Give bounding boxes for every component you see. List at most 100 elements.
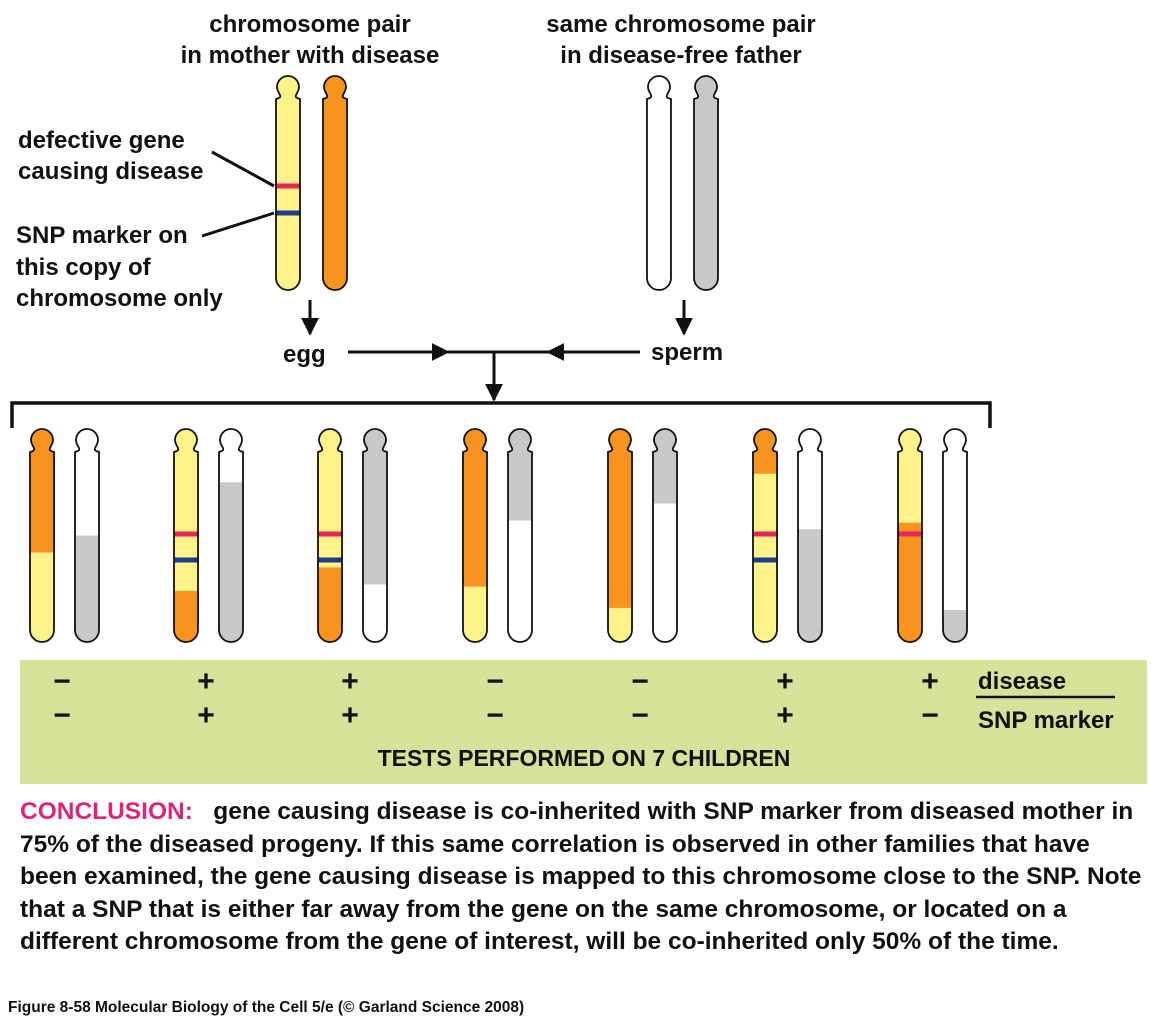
child-1-snp-result: −	[53, 699, 71, 732]
child-5-maternal-chromosome	[607, 428, 633, 643]
snp-marker-label-line-3: chromosome only	[16, 285, 223, 312]
child-1-disease-result: −	[53, 665, 71, 698]
mother-chromosome-copy-2	[322, 75, 348, 291]
chromosome-segment-yellow	[898, 429, 922, 524]
child-7-disease-result: +	[921, 665, 939, 698]
chromosome-segment-yellow	[463, 586, 487, 642]
child-4-disease-result: −	[486, 665, 504, 698]
chromosome-segment-white	[653, 503, 677, 642]
child-5-paternal-chromosome	[652, 428, 678, 643]
defective-gene-label-line-1: defective gene	[18, 127, 185, 154]
child-6-disease-result: +	[776, 665, 794, 698]
chromosome-segment-gray	[943, 610, 967, 642]
chromosome-outline	[173, 428, 199, 643]
chromosome-segment-yellow	[30, 552, 54, 642]
child-1-maternal-chromosome	[29, 428, 55, 643]
chromosome-segment-white	[219, 429, 243, 484]
child-7-snp-result: −	[921, 699, 939, 732]
father-chromosome-copy-1	[646, 75, 672, 291]
child-1-paternal-chromosome	[74, 428, 100, 643]
chromosome-segment-white	[75, 429, 99, 537]
chromosome-outline	[797, 428, 823, 643]
chromosome-segment-gray	[798, 529, 822, 642]
chromosome-outline	[693, 75, 719, 291]
child-2-paternal-chromosome	[218, 428, 244, 643]
chromosome-segment-gray	[75, 535, 99, 642]
chromosome-outline	[317, 428, 343, 643]
chromosome-outline	[507, 428, 533, 643]
chromosome-outline	[752, 428, 778, 643]
child-2-snp-result: +	[197, 699, 215, 732]
disease-gene-band	[318, 531, 342, 537]
egg-label: egg	[283, 341, 326, 368]
chromosome-segment-gray	[694, 76, 718, 290]
children-bracket	[10, 401, 992, 428]
children-chromosomes	[29, 428, 968, 643]
chromosome-outline	[362, 428, 388, 643]
child-3-maternal-chromosome	[317, 428, 343, 643]
child-5-disease-result: −	[631, 665, 649, 698]
chromosome-outline	[646, 75, 672, 291]
inheritance-diagram: chromosome pair in mother with disease s…	[10, 11, 1147, 784]
chromosome-outline	[652, 428, 678, 643]
father-heading-line-1: same chromosome pair	[546, 11, 815, 38]
disease-gene-band	[174, 531, 198, 537]
results-panel	[20, 660, 1147, 784]
snp-marker-label-line-1: SNP marker on	[16, 222, 188, 249]
chromosome-segment-white	[798, 429, 822, 531]
chromosome-segment-white	[647, 76, 671, 290]
father-chromosome-copy-2	[693, 75, 719, 291]
snp-marker-band	[318, 557, 342, 563]
snp-marker-label-line-2: this copy of	[16, 254, 152, 281]
chromosome-outline	[607, 428, 633, 643]
child-6-snp-result: +	[776, 699, 794, 732]
chromosome-segment-white	[363, 584, 387, 642]
snp-marker-band	[753, 557, 777, 563]
figure-caption: Figure 8-58 Molecular Biology of the Cel…	[8, 999, 525, 1016]
chromosome-segment-gray	[363, 429, 387, 586]
mother-heading-line-2: in mother with disease	[181, 42, 440, 69]
conclusion-keyword: CONCLUSION:	[20, 798, 193, 825]
results-footer: TESTS PERFORMED ON 7 CHILDREN	[378, 745, 791, 771]
child-4-maternal-chromosome	[462, 428, 488, 643]
mother-chromosome-copy-1	[275, 75, 301, 291]
child-4-snp-result: −	[486, 699, 504, 732]
chromosome-segment-white	[943, 429, 967, 612]
chromosome-segment-yellow	[174, 429, 198, 592]
conclusion-text: gene causing disease is co-inherited wit…	[20, 798, 1142, 955]
child-6-paternal-chromosome	[797, 428, 823, 643]
chromosome-segment-orange	[898, 522, 922, 642]
child-5-snp-result: −	[631, 699, 649, 732]
child-4-paternal-chromosome	[507, 428, 533, 643]
chromosome-segment-gray	[508, 429, 532, 522]
child-3-disease-result: +	[341, 665, 359, 698]
chromosome-segment-white	[508, 520, 532, 642]
mother-heading-line-1: chromosome pair	[209, 11, 410, 38]
snp-marker-band	[276, 210, 300, 216]
chromosome-outline	[897, 428, 923, 643]
chromosome-segment-gray	[653, 429, 677, 505]
chromosome-segment-yellow	[318, 429, 342, 569]
father-heading-line-2: in disease-free father	[560, 42, 801, 69]
chromosome-outline	[462, 428, 488, 643]
chromosome-segment-gray	[219, 482, 243, 642]
parental-chromosomes	[275, 75, 719, 291]
chromosome-outline	[942, 428, 968, 643]
child-7-paternal-chromosome	[942, 428, 968, 643]
snp-row-label: SNP marker	[978, 707, 1114, 734]
child-2-disease-result: +	[197, 665, 215, 698]
child-3-snp-result: +	[341, 699, 359, 732]
defective-gene-pointer	[211, 150, 275, 188]
child-3-paternal-chromosome	[362, 428, 388, 643]
conclusion-paragraph: CONCLUSION: gene causing disease is co-i…	[20, 796, 1145, 959]
child-7-maternal-chromosome	[897, 428, 923, 643]
snp-marker-band	[174, 557, 198, 563]
chromosome-outline	[74, 428, 100, 643]
snp-marker-pointer	[201, 211, 275, 238]
chromosome-outline	[29, 428, 55, 643]
child-6-maternal-chromosome	[752, 428, 778, 643]
disease-gene-band	[898, 531, 922, 537]
chromosome-segment-yellow	[276, 76, 300, 290]
chromosome-segment-orange	[323, 76, 347, 290]
child-2-maternal-chromosome	[173, 428, 199, 643]
